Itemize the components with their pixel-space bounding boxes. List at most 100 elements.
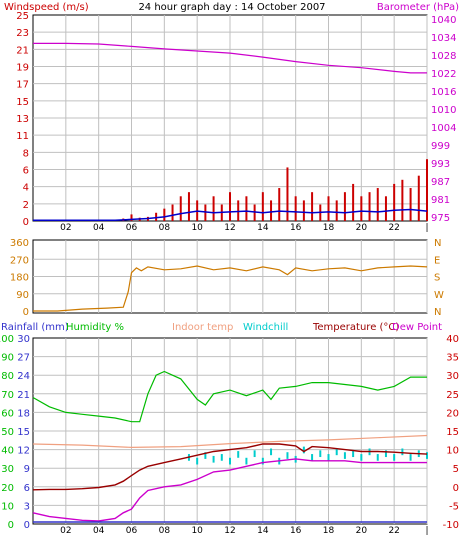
y-tick-barometer: 1016 <box>431 87 456 98</box>
y-tick-rainfall: 21 <box>17 390 30 401</box>
y-tick-humidity: 30 <box>1 464 14 475</box>
y-tick-temperature: -10 <box>443 520 459 531</box>
barometer-line <box>33 42 427 74</box>
x-tick-label: | <box>425 223 428 233</box>
temperature-line <box>32 443 428 491</box>
y-tick-temperature: -5 <box>449 501 459 512</box>
y-tick-barometer: 1034 <box>431 33 456 44</box>
y-tick-compass: N <box>434 238 441 249</box>
x-tick-label: 22 <box>388 223 399 233</box>
legend: Rainfall (mm)Humidity % Indoor temp Windch… <box>1 322 442 333</box>
y-tick-humidity: 50 <box>1 427 14 438</box>
y-tick-humidity: 20 <box>1 483 14 494</box>
legend-item: Humidity % <box>66 322 124 333</box>
x-tick-label: 16 <box>290 526 302 536</box>
y-tick-direction: 90 <box>16 290 29 301</box>
y-tick-temperature: 15 <box>446 427 459 438</box>
y-tick-rainfall: 0 <box>24 520 30 531</box>
legend-item: Dew Point <box>392 322 442 333</box>
y-tick-wind: 4 <box>23 183 29 194</box>
y-tick-temperature: 30 <box>446 371 459 382</box>
y-tick-rainfall: 9 <box>24 464 30 475</box>
x-tick-label: 10 <box>191 223 203 233</box>
x-tick-label: 16 <box>290 223 302 233</box>
legend-item: Rainfall (mm) <box>1 322 69 333</box>
x-tick-label: 14 <box>257 526 269 536</box>
y-tick-temperature: 35 <box>446 353 459 364</box>
x-tick-label: 10 <box>191 526 203 536</box>
y-tick-humidity: 70 <box>1 390 14 401</box>
y-tick-temperature: 20 <box>446 408 459 419</box>
legend-item: Temperature (°C) <box>312 322 399 333</box>
y-tick-temperature: 0 <box>453 483 459 494</box>
y-tick-compass: S <box>434 273 440 284</box>
y-tick-rainfall: 27 <box>17 353 30 364</box>
x-tick-label: 14 <box>257 223 269 233</box>
y-tick-temperature: 10 <box>446 446 459 457</box>
x-tick-label: 12 <box>224 223 235 233</box>
y-tick-humidity: 80 <box>1 371 14 382</box>
x-tick-label: 08 <box>159 526 171 536</box>
x-tick-label: 06 <box>126 223 138 233</box>
y-tick-direction: 0 <box>23 307 29 318</box>
humidity-line <box>32 370 427 423</box>
y-tick-wind: 19 <box>16 63 29 74</box>
y-tick-humidity: 40 <box>1 446 14 457</box>
y-tick-wind: 23 <box>16 28 29 39</box>
y-tick-barometer: 1022 <box>431 69 456 80</box>
y-tick-barometer: 1004 <box>431 123 456 134</box>
y-tick-wind: 2 <box>23 200 29 211</box>
y-tick-rainfall: 24 <box>17 371 30 382</box>
y-tick-humidity: 0 <box>8 520 14 531</box>
x-tick-label: 04 <box>93 223 105 233</box>
y-tick-rainfall: 3 <box>24 501 30 512</box>
indoor-temp-line <box>32 434 428 449</box>
x-tick-label: 02 <box>60 526 71 536</box>
wind-direction-line <box>33 265 428 312</box>
y-tick-humidity: 90 <box>1 353 14 364</box>
chart-title: 24 hour graph day : 14 October 2007 <box>138 2 325 13</box>
y-tick-direction: 270 <box>10 255 29 266</box>
y-tick-barometer: 1028 <box>431 51 456 62</box>
y-tick-compass: E <box>434 255 440 266</box>
y-tick-humidity: 100 <box>0 334 14 345</box>
y-tick-wind: 0 <box>23 217 29 228</box>
y-tick-compass: N <box>434 307 441 318</box>
y-tick-direction: 180 <box>10 273 29 284</box>
y-tick-rainfall: 12 <box>17 446 30 457</box>
x-tick-label: 08 <box>159 223 171 233</box>
y-tick-wind: 8 <box>23 148 29 159</box>
y-tick-barometer: 975 <box>431 213 450 224</box>
y-tick-humidity: 10 <box>1 501 14 512</box>
legend-item: Windchill <box>243 322 288 333</box>
x-tick-label: 18 <box>323 526 335 536</box>
x-tick-label: 06 <box>126 526 138 536</box>
barometer-axis-label: Barometer (hPa) <box>377 2 459 13</box>
y-tick-rainfall: 18 <box>17 408 30 419</box>
x-tick-label: 02 <box>60 223 71 233</box>
y-tick-wind: 15 <box>16 97 29 108</box>
legend-item: Indoor temp <box>172 322 233 333</box>
y-tick-wind: 25 <box>16 11 29 22</box>
y-tick-wind: 21 <box>16 45 29 56</box>
x-tick-label: 22 <box>388 526 399 536</box>
x-tick-label: 18 <box>323 223 335 233</box>
y-tick-rainfall: 15 <box>17 427 30 438</box>
y-tick-rainfall: 6 <box>24 483 30 494</box>
x-tick-label: 20 <box>356 223 368 233</box>
y-tick-barometer: 1040 <box>431 15 456 26</box>
y-tick-barometer: 1010 <box>431 105 456 116</box>
series-layer <box>32 42 428 523</box>
y-tick-temperature: 25 <box>446 390 459 401</box>
y-tick-barometer: 987 <box>431 177 450 188</box>
y-tick-direction: 360 <box>10 238 29 249</box>
x-tick-label: 20 <box>356 526 368 536</box>
x-tick-label: | <box>425 526 428 536</box>
x-tick-label: 12 <box>224 526 235 536</box>
y-tick-barometer: 999 <box>431 141 450 152</box>
grid-layer <box>33 15 428 524</box>
windspeed-axis-label: Windspeed (m/s) <box>4 2 89 13</box>
y-tick-rainfall: 30 <box>17 334 30 345</box>
x-tick-label: 04 <box>93 526 105 536</box>
